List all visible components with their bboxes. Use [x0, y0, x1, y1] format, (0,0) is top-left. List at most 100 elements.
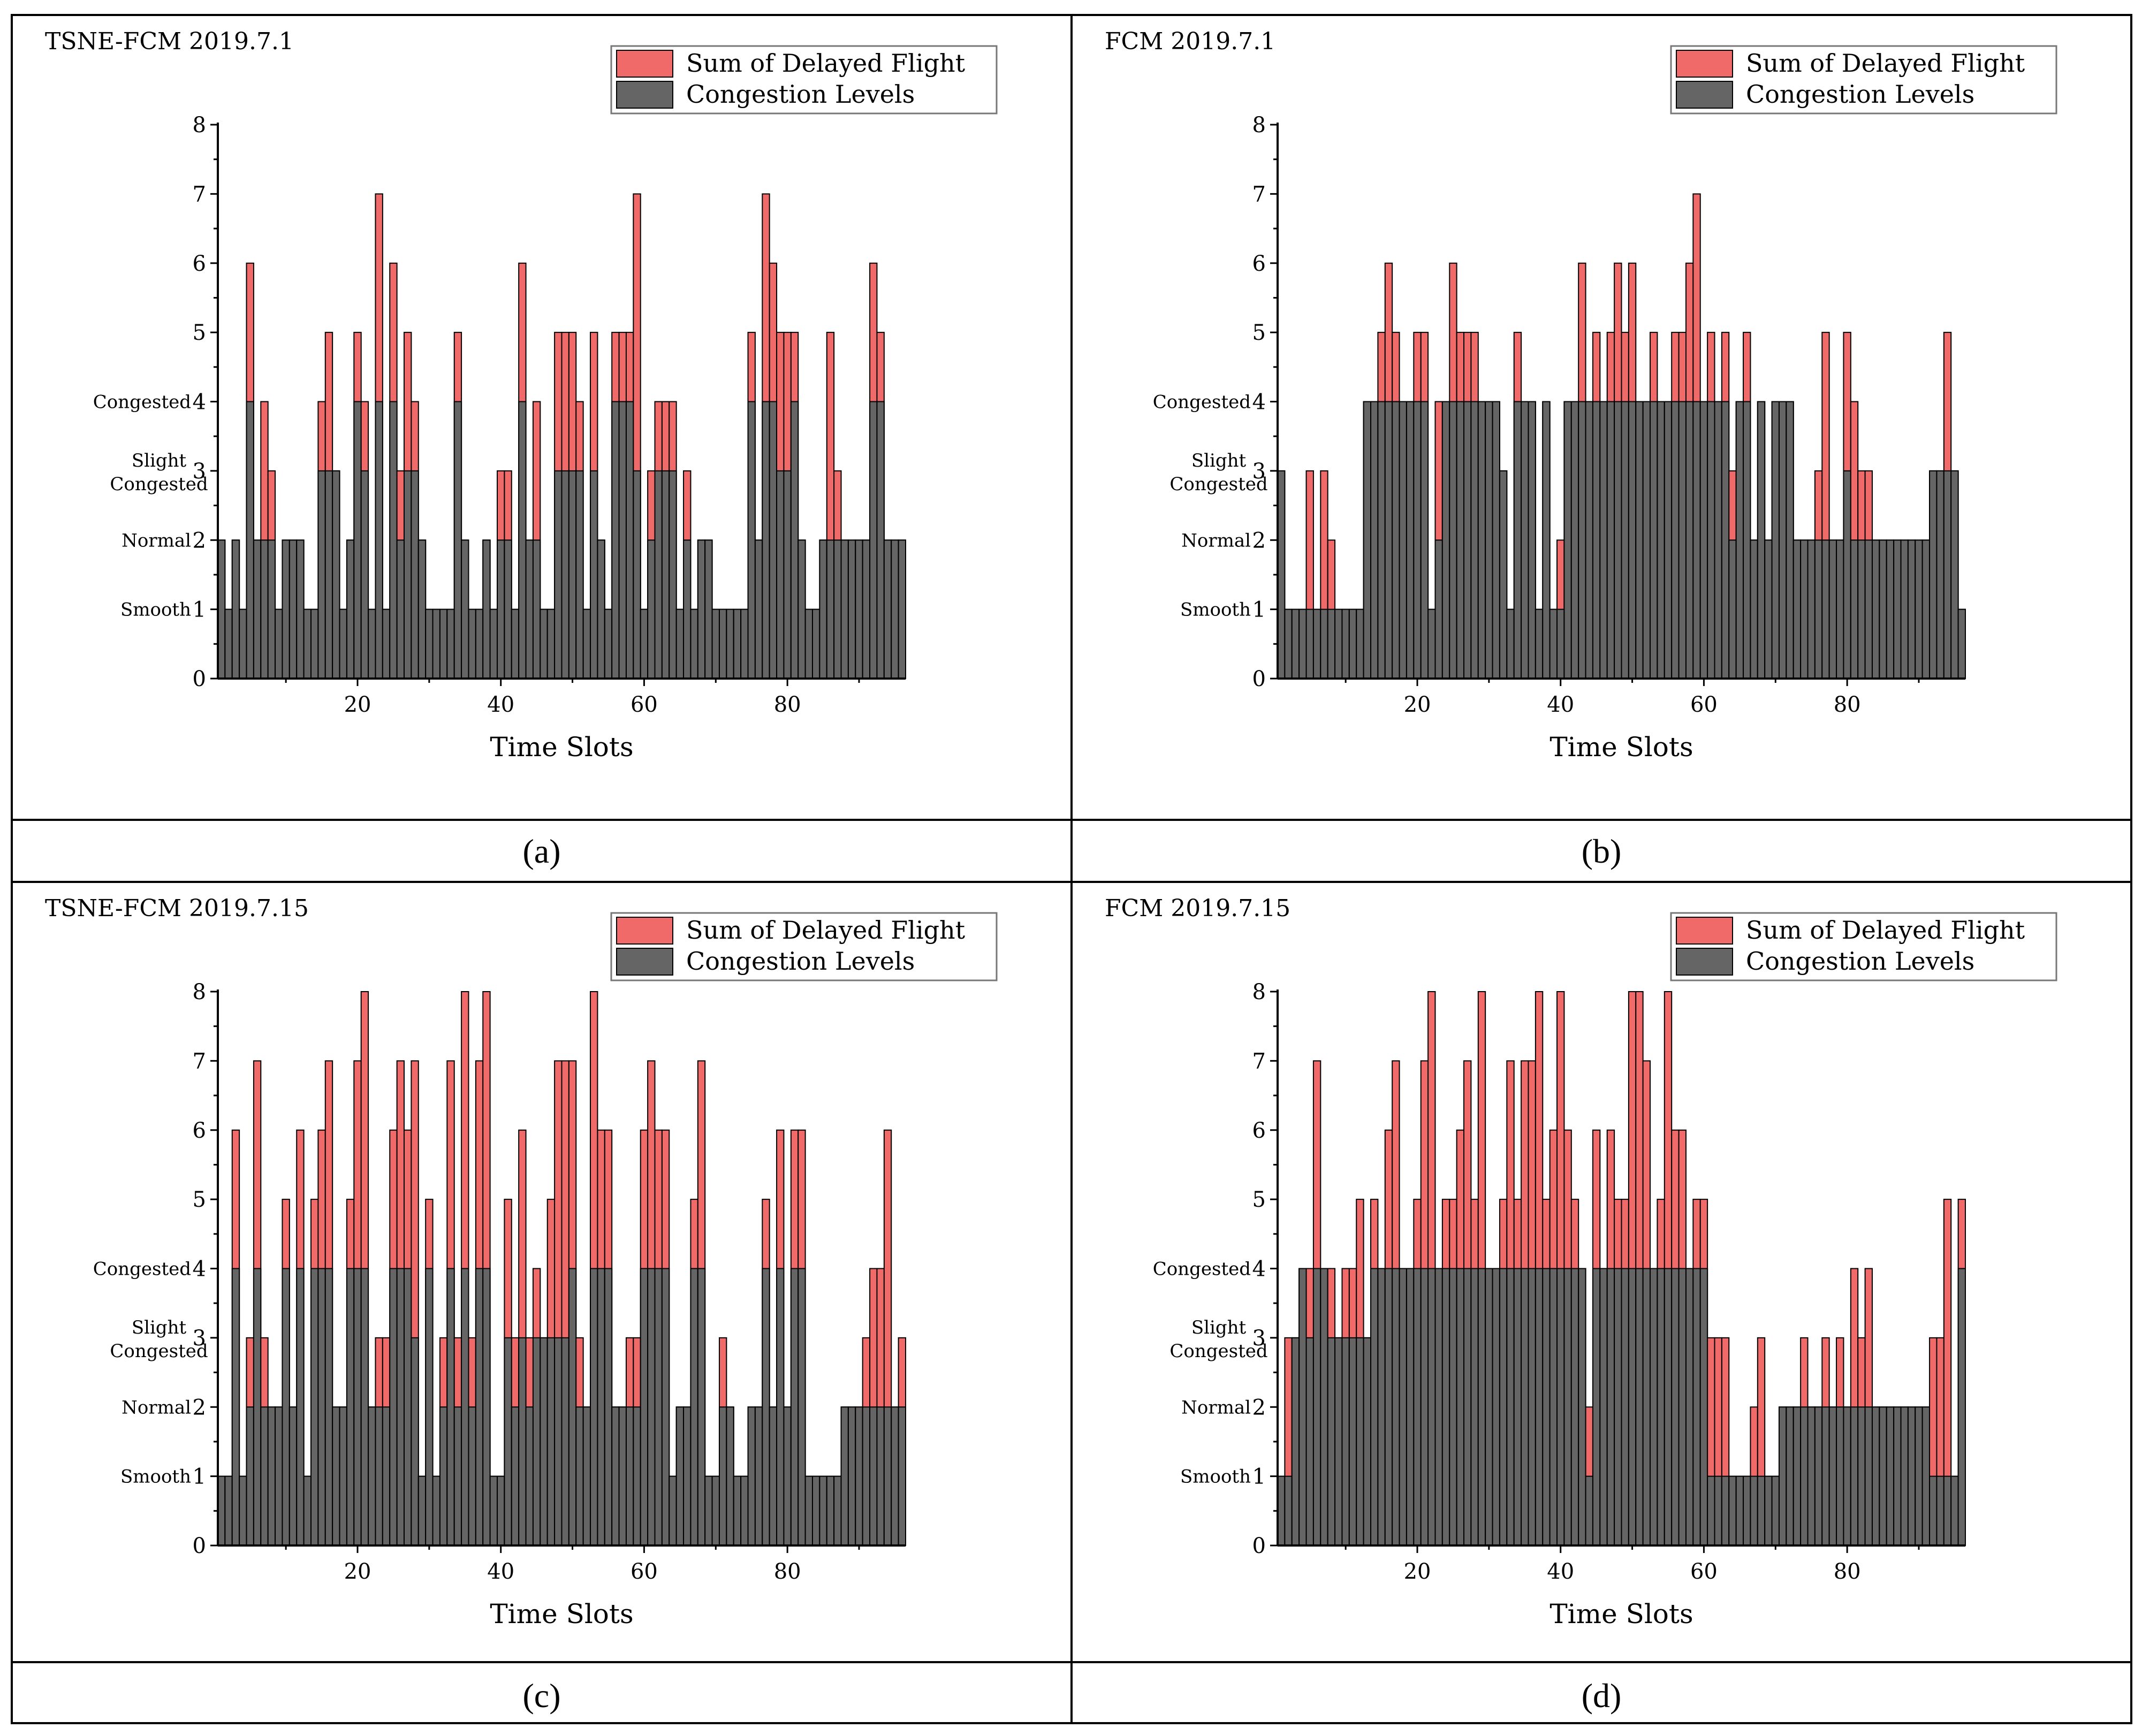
congestion-bar — [675, 1406, 685, 1546]
congestion-bar — [525, 1406, 534, 1546]
legend-box — [610, 45, 998, 115]
x-tick-label: 20 — [344, 1559, 371, 1584]
congestion-bar — [324, 1268, 333, 1546]
x-axis-label: Time Slots — [490, 1598, 633, 1630]
congestion-bar — [1434, 539, 1443, 679]
level-label: Smooth — [120, 599, 191, 621]
congestion-bar — [776, 1268, 785, 1546]
congestion-bar — [1929, 470, 1938, 679]
congestion-bar — [711, 1475, 720, 1546]
congestion-bar — [224, 1475, 233, 1546]
congestion-bar — [769, 1406, 778, 1546]
congestion-bar — [468, 608, 476, 679]
y-tick-label: 0 — [193, 1534, 206, 1558]
congestion-bar — [253, 539, 262, 679]
level-label: Normal — [121, 530, 191, 551]
congestion-bar — [1814, 539, 1823, 679]
congestion-bar — [1850, 1406, 1859, 1546]
congestion-bar — [439, 608, 448, 679]
congestion-bar — [898, 1406, 907, 1546]
congestion-bar — [1327, 1337, 1336, 1546]
y-tick-label: 0 — [193, 667, 206, 691]
congestion-bar — [1800, 1406, 1809, 1546]
congestion-bar — [532, 1337, 541, 1546]
congestion-bar — [1843, 470, 1851, 679]
congestion-bar — [1348, 608, 1357, 679]
congestion-bar — [762, 1268, 770, 1546]
y-tick-label: 3 — [193, 1326, 206, 1351]
congestion-bar — [1542, 401, 1551, 679]
congestion-bar — [633, 1406, 641, 1546]
x-tick-label: 40 — [487, 1559, 514, 1584]
congestion-bar — [1685, 401, 1694, 679]
x-axis-label: Time Slots — [1549, 732, 1693, 763]
congestion-bar — [1678, 1268, 1687, 1546]
congestion-bar — [697, 1268, 706, 1546]
congestion-bar — [267, 1406, 276, 1546]
congestion-bar — [1370, 401, 1379, 679]
y-tick-label: 7 — [1252, 1049, 1266, 1073]
congestion-bar — [239, 1475, 247, 1546]
legend-label-delayed: Sum of Delayed Flight — [1746, 49, 2025, 78]
y-tick-label: 1 — [193, 1465, 206, 1489]
congestion-bar — [288, 539, 298, 679]
congestion-bar — [1907, 1406, 1916, 1546]
congestion-bar — [389, 1268, 398, 1546]
level-label: Smooth — [120, 1466, 191, 1488]
congestion-bar — [661, 470, 670, 679]
x-tick-label: 60 — [1690, 692, 1718, 717]
congestion-bar — [1807, 1406, 1816, 1546]
congestion-bar — [368, 1406, 376, 1546]
level-label: Normal — [121, 1397, 191, 1418]
legend-swatch-congestion — [1676, 948, 1733, 976]
congestion-bar — [1341, 608, 1350, 679]
congestion-bar — [1284, 608, 1293, 679]
congestion-bar — [625, 401, 634, 679]
congestion-bar — [1621, 401, 1629, 679]
congestion-bar — [1392, 401, 1400, 679]
congestion-bar — [1721, 401, 1730, 679]
congestion-bar — [783, 1406, 792, 1546]
congestion-bar — [1814, 1406, 1823, 1546]
congestion-bar — [1320, 608, 1328, 679]
x-tick-label: 60 — [631, 692, 658, 717]
congestion-bar — [1871, 539, 1880, 679]
congestion-bar — [1707, 401, 1715, 679]
y-tick-label: 6 — [193, 1118, 206, 1143]
congestion-bar — [1907, 539, 1916, 679]
y-tick-label: 5 — [193, 321, 206, 345]
congestion-bar — [482, 1268, 491, 1546]
congestion-bar — [1650, 401, 1658, 679]
congestion-bar — [425, 1268, 434, 1546]
congestion-bar — [1621, 1268, 1629, 1546]
congestion-bar — [697, 539, 706, 679]
congestion-bar — [231, 539, 240, 679]
x-axis-label: Time Slots — [490, 732, 633, 763]
congestion-bar — [1413, 1268, 1422, 1546]
chart-title: FCM 2019.7.15 — [1105, 895, 1290, 922]
congestion-bar — [546, 1337, 556, 1546]
congestion-bar — [1900, 539, 1909, 679]
congestion-bar — [518, 401, 527, 679]
congestion-bar — [1950, 470, 1959, 679]
congestion-bar — [540, 1337, 548, 1546]
congestion-bar — [704, 1475, 713, 1546]
congestion-bar — [898, 539, 907, 679]
congestion-bar — [1449, 1268, 1457, 1546]
chart-title: FCM 2019.7.1 — [1105, 28, 1275, 55]
congestion-bar — [654, 470, 663, 679]
y-tick-label: 2 — [193, 1395, 206, 1420]
congestion-bar — [396, 539, 405, 679]
congestion-bar — [1399, 401, 1407, 679]
congestion-bar — [1743, 1475, 1751, 1546]
congestion-bar — [1592, 401, 1601, 679]
congestion-bar — [718, 608, 727, 679]
caption-b: (b) — [1582, 832, 1622, 870]
congestion-bar — [1657, 1268, 1665, 1546]
congestion-bar — [1542, 1268, 1551, 1546]
congestion-bar — [1427, 1268, 1436, 1546]
y-tick-label: 3 — [1252, 459, 1266, 484]
chart-title: TSNE-FCM 2019.7.15 — [45, 895, 309, 922]
congestion-bar — [324, 470, 333, 679]
